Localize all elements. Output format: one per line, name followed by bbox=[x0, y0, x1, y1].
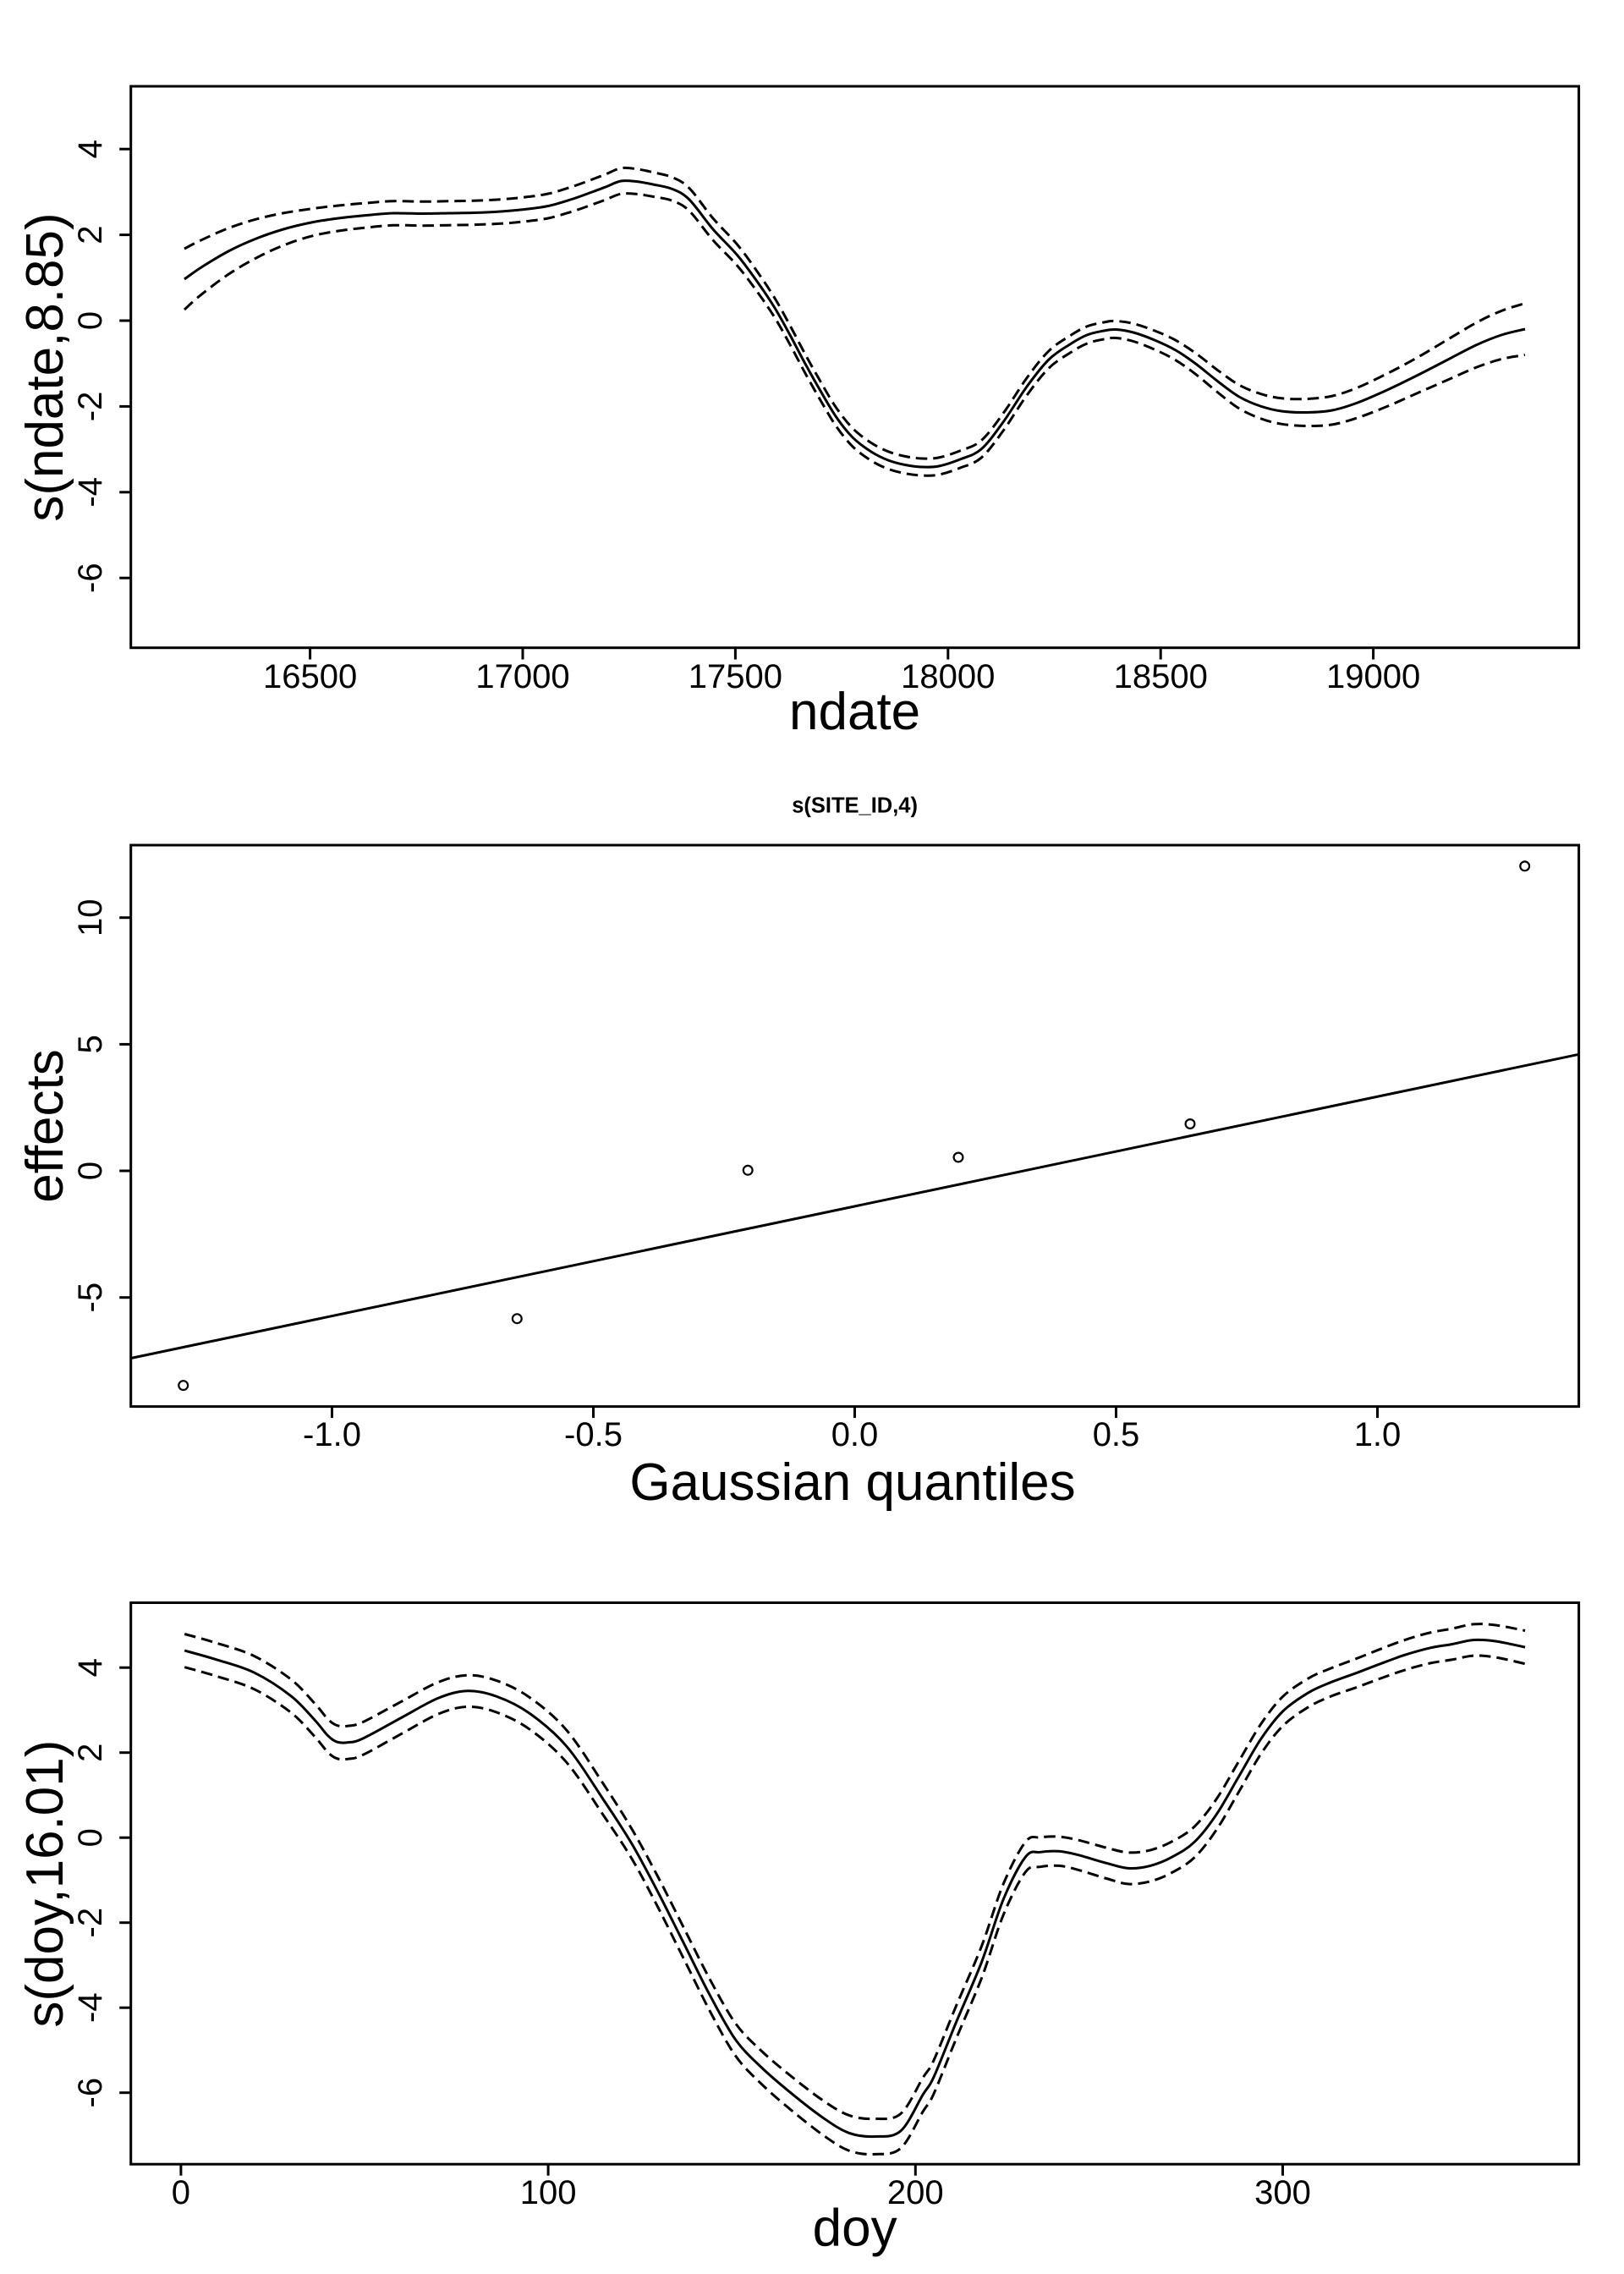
svg-text:0: 0 bbox=[72, 311, 109, 330]
svg-text:19000: 19000 bbox=[1326, 658, 1420, 695]
svg-text:2: 2 bbox=[72, 1744, 109, 1762]
svg-text:Gaussian quantiles: Gaussian quantiles bbox=[629, 1453, 1075, 1512]
svg-text:2: 2 bbox=[72, 225, 109, 244]
svg-text:100: 100 bbox=[520, 2174, 577, 2211]
svg-text:1.0: 1.0 bbox=[1354, 1416, 1402, 1453]
svg-text:s(SITE_ID,4): s(SITE_ID,4) bbox=[792, 794, 918, 818]
svg-text:5: 5 bbox=[72, 1035, 109, 1053]
svg-text:300: 300 bbox=[1254, 2174, 1311, 2211]
svg-text:ndate: ndate bbox=[789, 683, 920, 741]
svg-text:4: 4 bbox=[72, 140, 109, 158]
svg-text:-2: -2 bbox=[72, 392, 109, 422]
svg-text:18000: 18000 bbox=[901, 658, 995, 695]
svg-text:0: 0 bbox=[72, 1162, 109, 1180]
svg-text:0: 0 bbox=[172, 2174, 190, 2211]
svg-text:0.0: 0.0 bbox=[831, 1416, 879, 1453]
svg-text:s(doy,16.01): s(doy,16.01) bbox=[16, 1740, 74, 2028]
svg-text:-2: -2 bbox=[72, 1908, 109, 1938]
svg-text:-1.0: -1.0 bbox=[303, 1416, 361, 1453]
svg-text:-0.5: -0.5 bbox=[564, 1416, 623, 1453]
svg-text:effects: effects bbox=[16, 1049, 74, 1203]
svg-text:-5: -5 bbox=[72, 1283, 109, 1313]
svg-text:-4: -4 bbox=[72, 477, 109, 508]
svg-text:17500: 17500 bbox=[689, 658, 782, 695]
svg-text:0: 0 bbox=[72, 1828, 109, 1847]
svg-text:-4: -4 bbox=[72, 1992, 109, 2023]
svg-text:18500: 18500 bbox=[1114, 658, 1208, 695]
svg-text:-6: -6 bbox=[72, 2078, 109, 2108]
svg-text:doy: doy bbox=[813, 2200, 897, 2258]
svg-text:-6: -6 bbox=[72, 563, 109, 593]
svg-text:s(ndate,8.85): s(ndate,8.85) bbox=[16, 212, 74, 521]
svg-text:200: 200 bbox=[887, 2174, 944, 2211]
svg-text:16500: 16500 bbox=[263, 658, 357, 695]
svg-text:0.5: 0.5 bbox=[1093, 1416, 1140, 1453]
svg-text:10: 10 bbox=[72, 898, 109, 937]
svg-text:17000: 17000 bbox=[475, 658, 569, 695]
svg-text:4: 4 bbox=[72, 1658, 109, 1677]
